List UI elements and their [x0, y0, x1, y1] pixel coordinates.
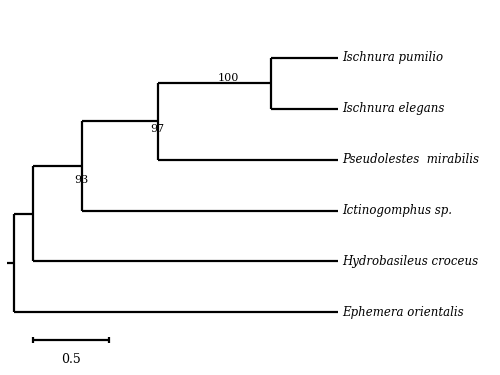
- Text: Ischnura elegans: Ischnura elegans: [342, 102, 444, 115]
- Text: Pseudolestes  mirabilis: Pseudolestes mirabilis: [342, 153, 479, 166]
- Text: 93: 93: [74, 175, 89, 185]
- Text: 100: 100: [218, 73, 239, 83]
- Text: 0.5: 0.5: [61, 353, 81, 366]
- Text: 97: 97: [150, 124, 164, 134]
- Text: Ischnura pumilio: Ischnura pumilio: [342, 51, 443, 64]
- Text: Hydrobasileus croceus: Hydrobasileus croceus: [342, 255, 478, 268]
- Text: Ephemera orientalis: Ephemera orientalis: [342, 306, 464, 319]
- Text: Ictinogomphus sp.: Ictinogomphus sp.: [342, 204, 452, 217]
